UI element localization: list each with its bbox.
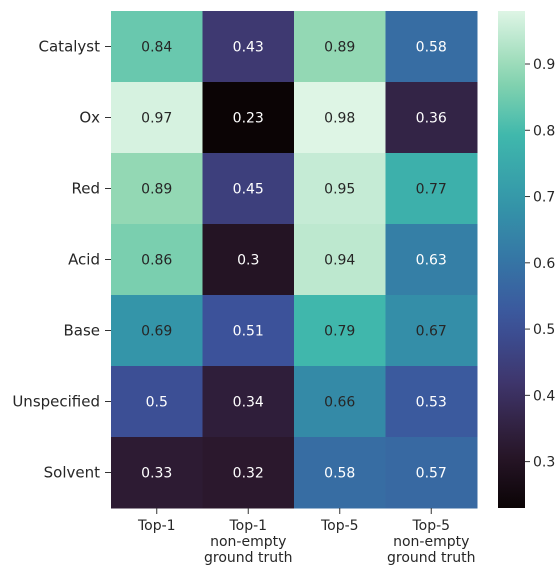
cell-value-label: 0.98	[324, 111, 355, 127]
colorbar-tick-label: 0.7	[533, 190, 555, 206]
heatmap-cell	[385, 366, 478, 438]
cell-value-label: 0.66	[324, 395, 355, 411]
row-label: Solvent	[44, 464, 100, 482]
colorbar-tick-label: 0.9	[533, 57, 555, 73]
heatmap-cell	[294, 366, 386, 438]
heatmap-cell	[111, 224, 203, 296]
colorbar: 0.3 0.4 0.5 0.6 0.7 0.8 0.9	[498, 11, 555, 508]
cell-value-label: 0.51	[233, 324, 264, 340]
heatmap-cell	[385, 437, 478, 509]
heatmap-cells	[111, 11, 478, 509]
heatmap-cell	[385, 82, 478, 154]
cell-value-label: 0.86	[141, 253, 172, 269]
heatmap-cell	[111, 82, 203, 154]
heatmap-cell	[294, 224, 386, 296]
colorbar-gradient	[498, 11, 525, 508]
heatmap-cell	[294, 153, 386, 225]
row-label: Red	[72, 180, 101, 198]
heatmap-cell	[294, 437, 386, 509]
cell-value-label: 0.45	[233, 182, 264, 198]
cell-value-label: 0.97	[141, 111, 172, 127]
column-label: non-empty	[210, 534, 286, 550]
cell-value-label: 0.3	[237, 253, 259, 269]
cell-value-label: 0.57	[416, 466, 447, 482]
heatmap-cell	[111, 295, 203, 367]
cell-value-label: 0.58	[324, 466, 355, 482]
heatmap-cell	[385, 224, 478, 296]
heatmap-cell	[202, 437, 295, 509]
cell-value-label: 0.36	[416, 111, 447, 127]
column-label: ground truth	[204, 550, 292, 566]
cell-value-label: 0.89	[324, 40, 355, 56]
heatmap-cell	[385, 11, 478, 83]
cell-value-label: 0.63	[416, 253, 447, 269]
cell-value-label: 0.94	[324, 253, 355, 269]
cell-value-label: 0.58	[416, 40, 447, 56]
colorbar-tick-label: 0.8	[533, 123, 555, 139]
heatmap-cell	[202, 82, 295, 154]
cell-value-label: 0.95	[324, 182, 355, 198]
heatmap-cell	[111, 437, 203, 509]
heatmap-cell-labels: 0.84 0.43 0.89 0.58 0.97 0.23 0.98 0.36 0.89 0.45…	[141, 40, 447, 482]
cell-value-label: 0.32	[233, 466, 264, 482]
y-axis-tick-labels: Catalyst Ox Red Acid Base Unspecified Solvent	[12, 38, 111, 482]
cell-value-label: 0.67	[416, 324, 447, 340]
colorbar-tick-label: 0.3	[533, 455, 555, 471]
colorbar-tick-label: 0.5	[533, 322, 555, 338]
heatmap-cell	[202, 153, 295, 225]
row-label: Base	[63, 322, 100, 340]
row-label: Acid	[68, 251, 100, 269]
column-label: Top-1	[137, 518, 176, 534]
cell-value-label: 0.43	[233, 40, 264, 56]
heatmap-cell	[202, 295, 295, 367]
column-label: Top-5	[411, 518, 450, 534]
cell-value-label: 0.5	[146, 395, 168, 411]
column-label: ground truth	[387, 550, 475, 566]
heatmap-cell	[202, 366, 295, 438]
cell-value-label: 0.23	[233, 111, 264, 127]
colorbar-tick-label: 0.6	[533, 256, 555, 272]
heatmap-cell	[202, 224, 295, 296]
heatmap-cell	[294, 295, 386, 367]
cell-value-label: 0.34	[233, 395, 264, 411]
row-label: Catalyst	[39, 38, 101, 56]
column-label: Top-1	[228, 518, 267, 534]
cell-value-label: 0.53	[416, 395, 447, 411]
cell-value-label: 0.84	[141, 40, 172, 56]
cell-value-label: 0.33	[141, 466, 172, 482]
heatmap-cell	[111, 153, 203, 225]
heatmap-cell	[111, 366, 203, 438]
heatmap-cell	[202, 11, 295, 83]
heatmap-cell	[385, 153, 478, 225]
heatmap-cell	[111, 11, 203, 83]
cell-value-label: 0.69	[141, 324, 172, 340]
cell-value-label: 0.79	[324, 324, 355, 340]
row-label: Unspecified	[12, 393, 100, 411]
heatmap-cell	[294, 82, 386, 154]
colorbar-tick-label: 0.4	[533, 388, 555, 404]
cell-value-label: 0.77	[416, 182, 447, 198]
cell-value-label: 0.89	[141, 182, 172, 198]
row-label: Ox	[79, 109, 100, 127]
column-label: non-empty	[393, 534, 469, 550]
heatmap-cell	[385, 295, 478, 367]
column-label: Top-5	[320, 518, 359, 534]
heatmap-cell	[294, 11, 386, 83]
